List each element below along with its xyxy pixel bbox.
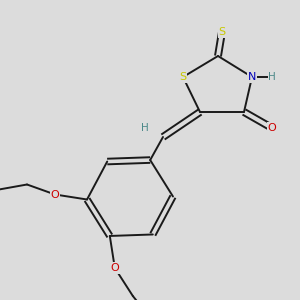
Text: O: O [51, 190, 59, 200]
Text: S: S [218, 27, 226, 37]
Text: O: O [268, 123, 276, 133]
Text: S: S [179, 72, 187, 82]
Text: H: H [141, 123, 149, 133]
Text: H: H [268, 72, 276, 82]
Text: O: O [110, 263, 119, 273]
Text: N: N [248, 72, 256, 82]
